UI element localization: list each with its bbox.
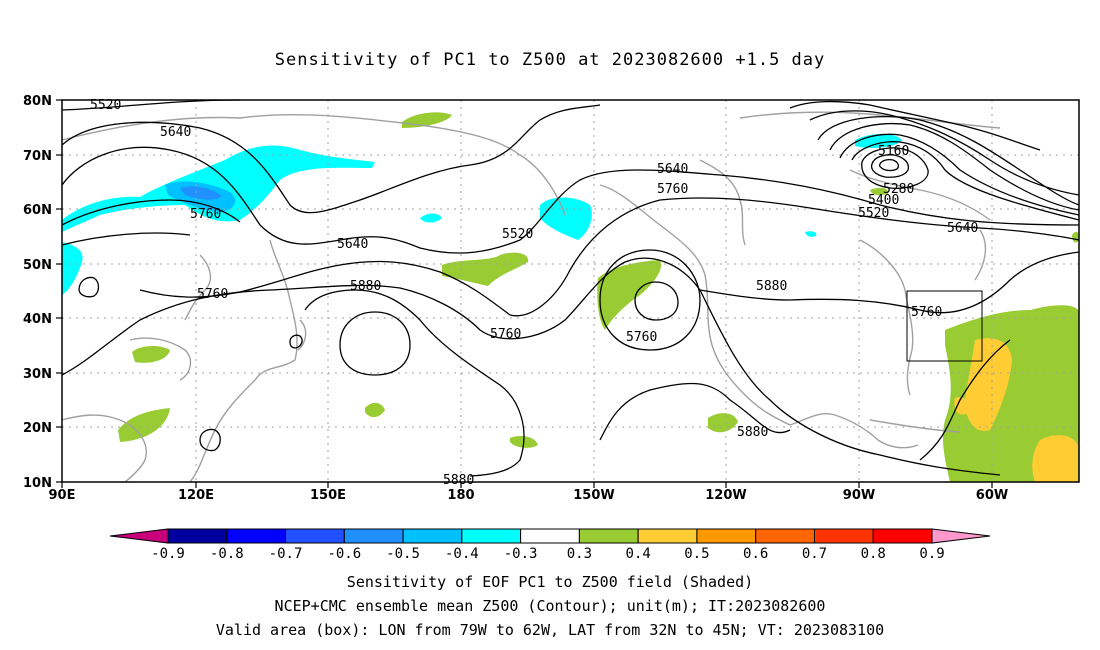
lon-label: 120W: [705, 488, 746, 503]
axis-ticks: [56, 99, 993, 488]
contour-label: 5760: [197, 287, 228, 302]
colorbar-box: [813, 528, 874, 544]
colorbar-tip-high: [931, 528, 991, 544]
colorbar-label: 0.3: [567, 546, 592, 562]
colorbar-label: -0.6: [327, 546, 361, 562]
colorbar-label: -0.5: [386, 546, 420, 562]
colorbar-box: [755, 528, 815, 544]
contour-label: 5160: [878, 144, 909, 159]
colorbar-tip-low: [109, 528, 169, 544]
lon-label: 90W: [843, 488, 875, 503]
contour-label: 5640: [337, 237, 368, 252]
lat-label: 10N: [23, 476, 52, 491]
lat-label: 40N: [23, 312, 52, 327]
lat-label: 30N: [23, 367, 52, 382]
contour-label: 5760: [626, 330, 657, 345]
lon-labels: 90E 120E 150E 180 150W 120W 90W 60W: [49, 488, 1009, 503]
contour-label: 5280: [883, 182, 914, 197]
plot-title: Sensitivity of PC1 to Z500 at 2023082600…: [274, 50, 826, 70]
colorbar-box: [402, 528, 463, 544]
colorbar-label: 0.9: [919, 546, 944, 562]
colorbar-labels: -0.9 -0.8 -0.7 -0.6 -0.5 -0.4 -0.3 0.3 0.4 0.5 0.6…: [151, 546, 945, 562]
colorbar-box: [285, 528, 345, 544]
contour-label: 5640: [160, 125, 191, 140]
caption-line-3: Valid area (box): LON from 79W to 62W, L…: [215, 621, 885, 639]
colorbar-label: -0.7: [269, 546, 303, 562]
contour-label: 5760: [490, 327, 521, 342]
colorbar-box: [872, 528, 933, 544]
lat-label: 80N: [23, 94, 52, 109]
contour-label: 5880: [737, 425, 768, 440]
contour-label: 5520: [90, 98, 121, 113]
colorbar-box: [520, 528, 580, 544]
colorbar-label: 0.5: [684, 546, 709, 562]
lat-label: 20N: [23, 421, 52, 436]
colorbar-label: -0.9: [151, 546, 185, 562]
colorbar-box: [461, 528, 522, 544]
contour-label: 5520: [858, 206, 889, 221]
colorbar-box: [226, 528, 287, 544]
contour-label: 5760: [911, 305, 942, 320]
coastlines: [61, 111, 1001, 483]
colorbar-box: [696, 528, 757, 544]
plot-frame: [61, 99, 1080, 483]
caption-line-1: Sensitivity of EOF PC1 to Z500 field (Sh…: [346, 573, 754, 591]
colorbar-label: 0.4: [626, 546, 651, 562]
contour-label: 5760: [657, 182, 688, 197]
contour-label: 5880: [350, 279, 381, 294]
shading-strong-negative: [165, 181, 236, 212]
contour-label: 5640: [947, 221, 978, 236]
lat-label: 60N: [23, 203, 52, 218]
lon-label: 180: [447, 488, 474, 503]
colorbar-label: -0.3: [504, 546, 538, 562]
colorbar-label: -0.4: [445, 546, 479, 562]
colorbar-label: 0.6: [743, 546, 768, 562]
contour-label: 5520: [502, 227, 533, 242]
z500-contours: [61, 99, 1080, 477]
lon-label: 90E: [49, 488, 76, 503]
colorbar-box: [343, 528, 404, 544]
colorbar-box: [578, 528, 639, 544]
lon-label: 60W: [976, 488, 1008, 503]
lon-label: 150W: [573, 488, 614, 503]
lon-label: 150E: [310, 488, 346, 503]
colorbar-label: 0.8: [861, 546, 886, 562]
contour-label: 5760: [190, 207, 221, 222]
colorbar-box: [637, 528, 698, 544]
lat-label: 50N: [23, 258, 52, 273]
valid-area-box: [906, 290, 983, 362]
lat-labels: 80N 70N 60N 50N 40N 30N 20N 10N: [23, 94, 52, 491]
contour-labels: 5520 5640 5760 5640 5760 5880 5760 5640 …: [90, 98, 978, 488]
contour-label: 5640: [657, 162, 688, 177]
colorbar: [109, 528, 991, 544]
colorbar-box: [167, 528, 228, 544]
contour-label: 5880: [443, 473, 474, 488]
colorbar-label: -0.8: [210, 546, 244, 562]
lat-label: 70N: [23, 149, 52, 164]
lon-label: 120E: [178, 488, 214, 503]
grid-lines: [62, 100, 1079, 482]
colorbar-label: 0.7: [802, 546, 827, 562]
contour-label: 5400: [868, 193, 899, 208]
caption-line-2: NCEP+CMC ensemble mean Z500 (Contour); u…: [274, 597, 826, 615]
contour-label: 5880: [756, 279, 787, 294]
